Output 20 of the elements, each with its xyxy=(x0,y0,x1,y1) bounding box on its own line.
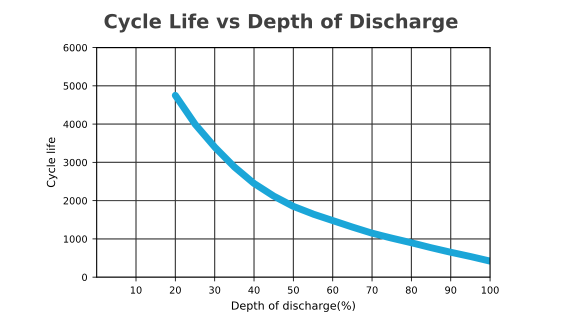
y-tick-label: 4000 xyxy=(63,120,87,128)
x-tick-label: 30 xyxy=(209,286,220,294)
y-tick-label: 2000 xyxy=(64,197,87,204)
x-tick-label: 40 xyxy=(248,286,260,294)
x-axis-title: Depth of discharge(%) xyxy=(232,301,355,312)
y-tick-label: 3000 xyxy=(64,158,87,166)
y-tick-label: 5000 xyxy=(64,82,87,90)
y-tick-label: 1000 xyxy=(64,235,87,243)
y-tick-label: 0 xyxy=(82,274,87,281)
x-tick-label: 80 xyxy=(406,286,417,294)
y-axis-title: Cycle life xyxy=(46,138,58,188)
chart-title: Cycle Life vs Depth of Discharge xyxy=(104,13,458,32)
x-tick-label: 50 xyxy=(288,286,299,294)
x-tick-label: 90 xyxy=(445,286,456,294)
x-tick-label: 100 xyxy=(482,286,499,294)
x-tick-label: 20 xyxy=(170,286,181,294)
x-tick-label: 70 xyxy=(366,286,378,294)
y-tick-label: 6000 xyxy=(64,44,87,52)
x-tick-label: 60 xyxy=(327,286,338,294)
x-tick-label: 10 xyxy=(130,286,142,294)
